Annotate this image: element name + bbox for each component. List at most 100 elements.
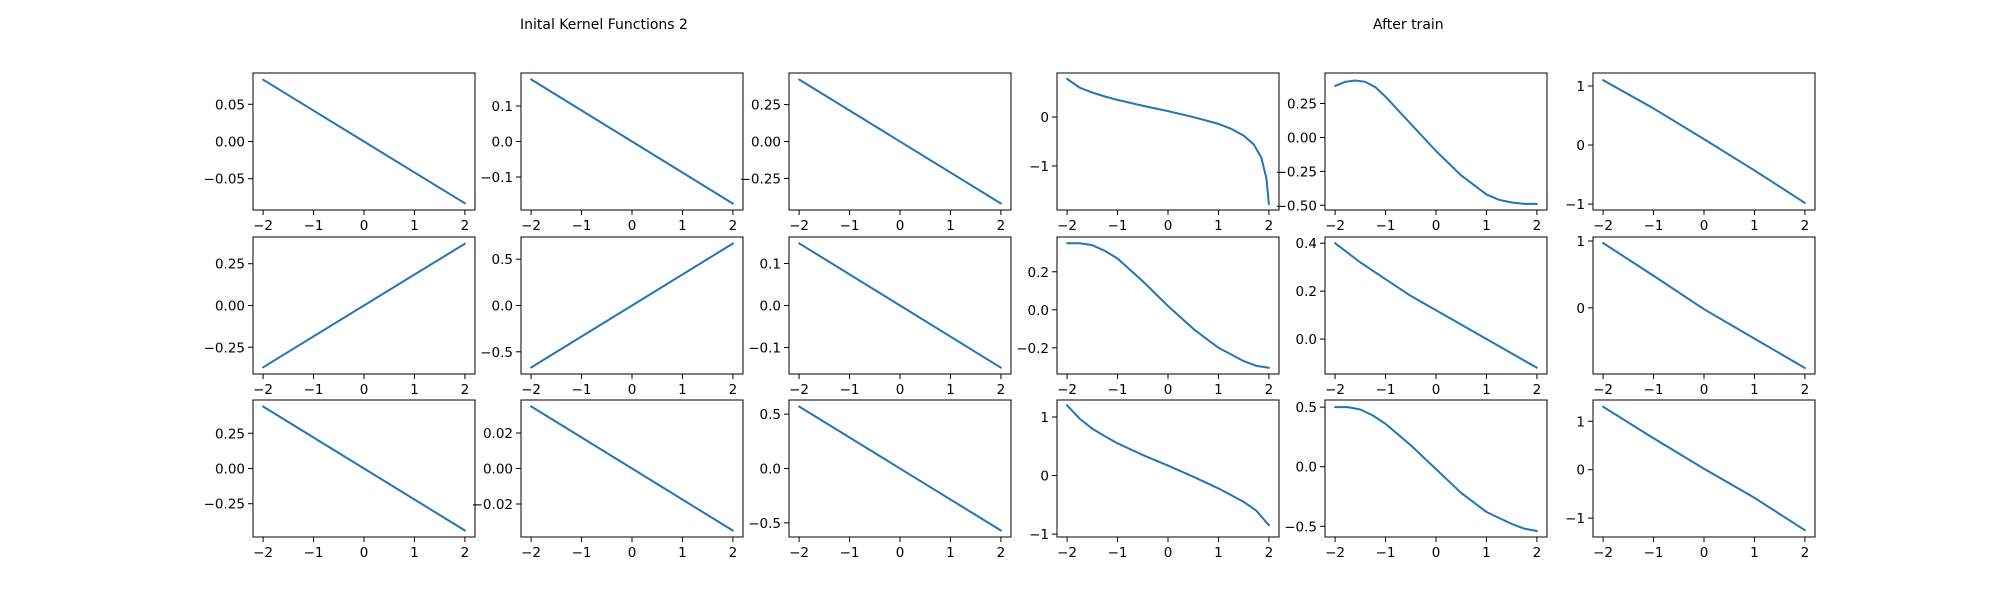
- subplot-r1-c5: −2 −1 0 1 2 0.25 0.00 −0.25 −0.50: [1276, 72, 1548, 234]
- x-tick-label: −1: [1644, 382, 1664, 398]
- x-tick-label: 0: [1164, 545, 1173, 561]
- x-tick-label: −1: [1108, 382, 1128, 398]
- x-tick-label: −2: [1325, 382, 1345, 398]
- y-tick-label: 0.0: [760, 462, 781, 478]
- x-tick-label: 0: [896, 545, 905, 561]
- x-tick-label: −2: [521, 382, 541, 398]
- series-line: [1602, 79, 1806, 204]
- y-tick-label: −1: [1029, 527, 1049, 543]
- y-tick-label: 0.00: [751, 135, 781, 151]
- y-tick-label: 0.00: [483, 462, 513, 478]
- title-right: After train: [1373, 17, 1444, 33]
- x-tick-label: 0: [1432, 545, 1441, 561]
- x-tick-label: −2: [1057, 218, 1077, 234]
- x-tick-label: −1: [572, 382, 592, 398]
- x-tick-label: 2: [461, 218, 470, 234]
- y-tick-label: −0.25: [204, 340, 245, 356]
- series-line: [530, 78, 734, 205]
- x-tick-label: −1: [1376, 545, 1396, 561]
- y-tick-label: 0.1: [492, 99, 513, 115]
- subplot-r1-c4: −2 −1 0 1 2 0 −1: [1029, 72, 1280, 234]
- y-tick-label: −0.2: [1016, 341, 1049, 357]
- y-tick-label: 0.0: [760, 299, 781, 315]
- x-tick-label: −1: [1376, 218, 1396, 234]
- y-tick-label: −1: [1565, 511, 1585, 527]
- axes-frame: [1056, 72, 1280, 211]
- x-tick-label: 0: [360, 382, 369, 398]
- series-line: [262, 405, 466, 532]
- y-tick-label: 0.25: [1287, 97, 1317, 113]
- x-tick-label: −1: [572, 218, 592, 234]
- axes-frame: [1324, 72, 1548, 211]
- y-tick-label: 0: [1040, 469, 1049, 485]
- y-tick-label: 1: [1576, 234, 1585, 250]
- x-tick-label: 1: [678, 545, 687, 561]
- series-line: [1334, 79, 1538, 205]
- x-tick-label: −2: [521, 218, 541, 234]
- x-tick-label: 1: [1750, 382, 1759, 398]
- series-line: [1334, 406, 1538, 533]
- y-tick-label: −0.5: [480, 345, 513, 361]
- x-tick-label: −2: [789, 218, 809, 234]
- x-tick-label: 0: [1700, 382, 1709, 398]
- y-tick-label: 0.5: [1296, 400, 1317, 416]
- x-tick-label: 1: [678, 382, 687, 398]
- y-tick-label: 1: [1040, 410, 1049, 426]
- x-tick-label: 2: [1265, 545, 1274, 561]
- y-tick-label: −0.25: [204, 497, 245, 513]
- series-line: [1334, 242, 1538, 369]
- y-tick-label: 0.25: [215, 426, 245, 442]
- subplot-r1-c3: −2 −1 0 1 2 0.25 0.00 −0.25: [740, 72, 1012, 234]
- series-line: [262, 78, 466, 205]
- y-tick-label: 0: [1040, 110, 1049, 126]
- x-tick-label: −2: [1057, 382, 1077, 398]
- subplot-r3-c4: −2 −1 0 1 2 1 0 −1: [1029, 399, 1280, 561]
- x-tick-label: −1: [304, 218, 324, 234]
- y-tick-label: −0.1: [748, 341, 781, 357]
- x-tick-label: 1: [1482, 382, 1491, 398]
- subplot-r1-c6: −2 −1 0 1 2 1 0 −1: [1565, 72, 1816, 234]
- y-tick-label: 0.0: [1028, 303, 1049, 319]
- x-tick-label: −1: [840, 218, 860, 234]
- x-tick-label: 0: [1164, 218, 1173, 234]
- x-tick-label: 1: [946, 382, 955, 398]
- subplot-r3-c1: −2 −1 0 1 2 0.25 0.00 −0.25: [204, 399, 476, 561]
- x-tick-label: 2: [1533, 382, 1542, 398]
- y-tick-label: −0.5: [748, 516, 781, 532]
- y-tick-label: 0: [1576, 463, 1585, 479]
- subplot-r2-c5: −2 −1 0 1 2 0.4 0.2 0.0: [1296, 236, 1548, 398]
- x-tick-label: −2: [789, 545, 809, 561]
- x-tick-label: −2: [1325, 218, 1345, 234]
- subplot-r2-c6: −2 −1 0 1 2 1 0: [1576, 234, 1816, 398]
- x-tick-label: −2: [253, 382, 273, 398]
- y-tick-label: −1: [1565, 197, 1585, 213]
- y-tick-label: 1: [1576, 414, 1585, 430]
- axes-frame: [1056, 399, 1280, 538]
- subplot-r3-c6: −2 −1 0 1 2 1 0 −1: [1565, 399, 1816, 561]
- y-tick-label: 0.0: [492, 135, 513, 151]
- x-tick-label: 0: [1700, 218, 1709, 234]
- series-line: [1066, 77, 1270, 206]
- x-tick-label: 2: [1801, 545, 1810, 561]
- x-tick-label: −1: [572, 545, 592, 561]
- subplot-r2-c2: −2 −1 0 1 2 0.5 0.0 −0.5: [480, 236, 744, 398]
- x-tick-label: 1: [410, 382, 419, 398]
- x-tick-label: −1: [1376, 382, 1396, 398]
- x-tick-label: 1: [678, 218, 687, 234]
- y-tick-label: −0.50: [1276, 198, 1317, 214]
- y-tick-label: −0.02: [472, 497, 513, 513]
- x-tick-label: −1: [1644, 218, 1664, 234]
- x-tick-label: −1: [1644, 545, 1664, 561]
- x-tick-label: −1: [304, 382, 324, 398]
- y-tick-label: 0.0: [1296, 332, 1317, 348]
- y-tick-label: 0: [1576, 301, 1585, 317]
- y-tick-label: 1: [1576, 79, 1585, 95]
- x-tick-label: 0: [1432, 382, 1441, 398]
- x-tick-label: −1: [1108, 545, 1128, 561]
- x-tick-label: 2: [461, 382, 470, 398]
- y-tick-label: 0.0: [1296, 460, 1317, 476]
- x-tick-label: −2: [1057, 545, 1077, 561]
- x-tick-label: −1: [840, 545, 860, 561]
- x-tick-label: 2: [1801, 382, 1810, 398]
